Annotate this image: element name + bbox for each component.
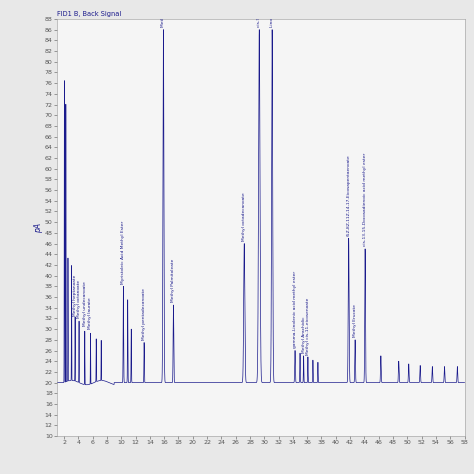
Text: (5Z,8Z,11Z,14,17-Eicosapentaenoate: (5Z,8Z,11Z,14,17-Eicosapentaenoate — [346, 154, 351, 236]
Text: Methyl undecanoate: Methyl undecanoate — [83, 282, 87, 327]
Text: Methyl laurate: Methyl laurate — [89, 297, 92, 329]
Text: Methyl octanoate: Methyl octanoate — [77, 280, 81, 319]
Text: Methyl heptanoate: Methyl heptanoate — [73, 274, 77, 316]
Text: Linolaidic acid methyl ester: Linolaidic acid methyl ester — [270, 0, 274, 27]
Text: Methyl Palmitate: Methyl Palmitate — [162, 0, 165, 27]
Text: cis-13-15-Docosadienoic acid methyl ester: cis-13-15-Docosadienoic acid methyl este… — [363, 153, 367, 246]
Text: FID1 B, Back Signal: FID1 B, Back Signal — [57, 11, 121, 17]
Text: Methyl Erucate: Methyl Erucate — [353, 304, 357, 337]
Text: Methyl Palmitoleate: Methyl Palmitoleate — [172, 259, 175, 302]
Y-axis label: pA: pA — [34, 222, 43, 233]
Text: Methyl pentadecanoate: Methyl pentadecanoate — [142, 288, 146, 340]
Text: Methyl Arachidic: Methyl Arachidic — [301, 317, 306, 353]
Text: Methyl octadecanoate: Methyl octadecanoate — [242, 192, 246, 241]
Text: gamma-Linolenic acid methyl ester: gamma-Linolenic acid methyl ester — [293, 271, 297, 348]
Text: cis-9-Oleic acid methyl ester: cis-9-Oleic acid methyl ester — [257, 0, 261, 27]
Text: Methyl cis-11-eicosenoate: Methyl cis-11-eicosenoate — [306, 297, 310, 355]
Text: Myristoleic Acid Methyl Ester: Myristoleic Acid Methyl Ester — [121, 220, 126, 283]
